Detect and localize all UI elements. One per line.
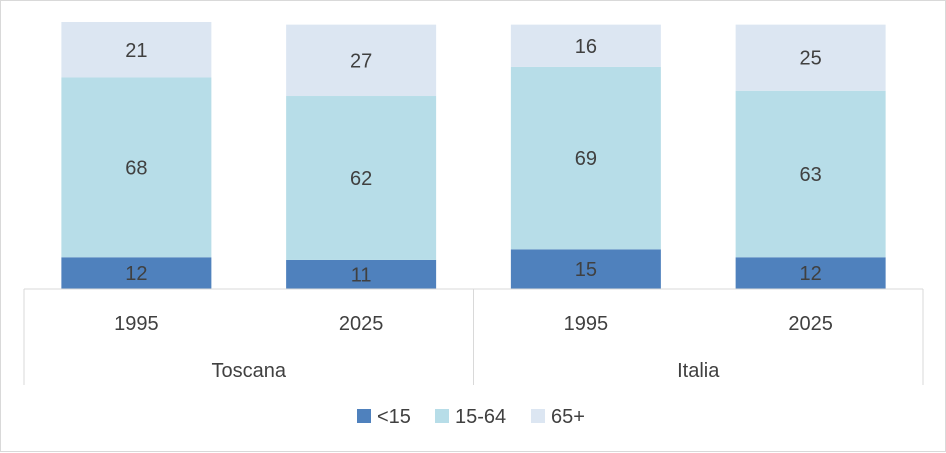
- bar-segment-15-64-1995-0: [61, 77, 212, 258]
- bar-segment-15-64-1995-2: [510, 66, 661, 250]
- tick-label: 2025: [339, 313, 384, 335]
- bar-segment-<15-1995-2: [510, 249, 661, 289]
- bar-segment-65+-2025-3: [735, 24, 886, 91]
- data-label: 16: [575, 36, 597, 58]
- bar-segment-65+-2025-1: [286, 24, 437, 97]
- data-label: 21: [125, 40, 147, 62]
- tick-label: 1995: [114, 313, 159, 335]
- bar-segment-<15-2025-1: [286, 259, 437, 289]
- bar-segment-<15-2025-3: [735, 257, 886, 289]
- group-label: Toscana: [212, 360, 287, 382]
- group-label: Italia: [677, 360, 720, 382]
- bar-segment-65+-1995-2: [510, 24, 661, 67]
- legend: <15 15-64 65+: [357, 406, 585, 428]
- tick-label: 2025: [788, 313, 833, 335]
- data-label: 68: [125, 157, 147, 179]
- bar-layer: 12 68 21 11 62 27 15 69 16 12 63 25: [61, 22, 886, 289]
- tick-label: 1995: [564, 313, 609, 335]
- data-label: 11: [351, 264, 372, 286]
- data-label: 69: [575, 148, 597, 170]
- legend-swatch: [435, 409, 449, 423]
- legend-label: <15: [377, 406, 411, 428]
- data-label: 15: [575, 259, 597, 281]
- legend-label: 15-64: [455, 406, 506, 428]
- bar-segment-65+-1995-0: [61, 22, 212, 78]
- legend-swatch: [531, 409, 545, 423]
- legend-swatch: [357, 409, 371, 423]
- data-label: 25: [800, 48, 822, 70]
- bar-segment-15-64-2025-3: [735, 90, 886, 258]
- data-label: 63: [800, 164, 822, 186]
- data-label: 12: [800, 263, 822, 285]
- legend-label: 65+: [551, 406, 585, 428]
- bar-segment-<15-1995-0: [61, 257, 212, 289]
- bar-segment-15-64-2025-1: [286, 96, 437, 260]
- data-label: 27: [350, 50, 372, 72]
- data-label: 62: [350, 168, 372, 190]
- data-label: 12: [125, 263, 147, 285]
- category-axis: 1995 2025 1995 2025 Toscana Italia: [23, 288, 924, 385]
